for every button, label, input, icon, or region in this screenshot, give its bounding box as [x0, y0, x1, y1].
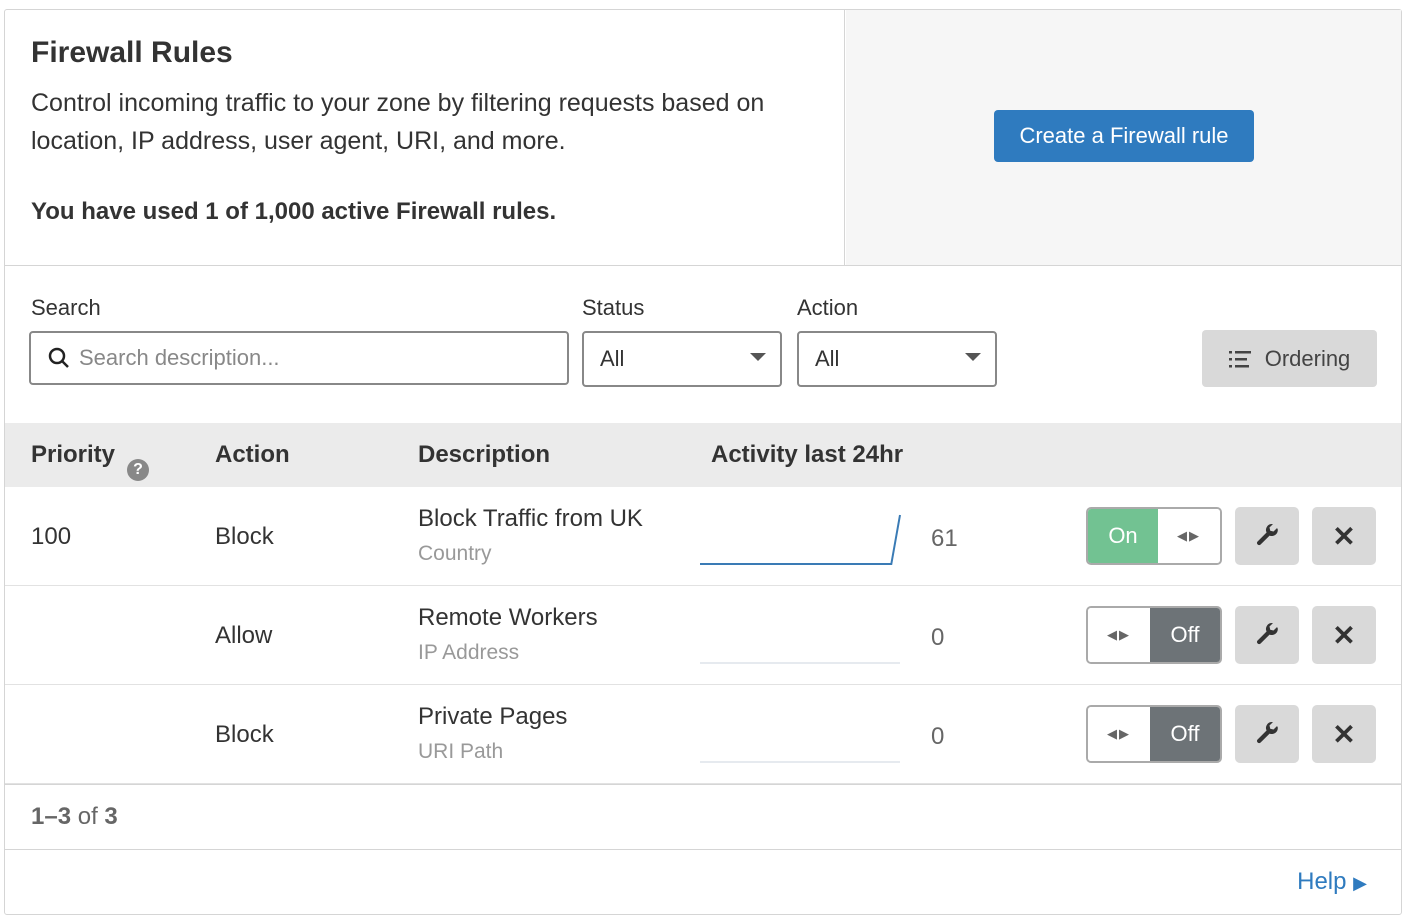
close-icon: ✕ [1332, 520, 1356, 552]
edit-button[interactable] [1235, 507, 1299, 565]
delete-button[interactable]: ✕ [1312, 606, 1376, 664]
caret-right-icon: ▶ [1353, 873, 1367, 893]
close-icon: ✕ [1332, 619, 1356, 651]
header-info: Firewall Rules Control incoming traffic … [5, 10, 845, 265]
rule-action: Block [215, 523, 274, 550]
ordering-label: Ordering [1264, 345, 1351, 371]
toggle-knob-icon: ◀▶ [1088, 608, 1150, 662]
toggle-knob-icon: ◀▶ [1158, 509, 1220, 563]
help-link[interactable]: Help ▶ [1297, 868, 1367, 896]
rule-action: Block [215, 721, 274, 748]
rule-priority: 100 [31, 523, 72, 550]
rule-action: Allow [215, 622, 273, 649]
activity-count: 61 [931, 525, 958, 552]
status-select[interactable]: All [582, 331, 782, 387]
page-of: of [77, 803, 98, 830]
rule-description: Remote Workers [418, 604, 598, 631]
toggle-state: Off [1150, 608, 1220, 662]
wrench-icon [1257, 523, 1278, 546]
list-icon [1228, 350, 1251, 367]
search-icon [48, 347, 69, 368]
rule-toggle[interactable]: ◀▶ Off [1086, 705, 1222, 763]
create-rule-button[interactable]: Create a Firewall rule [994, 110, 1254, 162]
page-title: Firewall Rules [31, 36, 233, 69]
delete-button[interactable]: ✕ [1312, 705, 1376, 763]
search-placeholder: Search description... [79, 345, 280, 370]
toggle-state: Off [1150, 707, 1220, 761]
toggle-state: On [1088, 509, 1158, 563]
delete-button[interactable]: ✕ [1312, 507, 1376, 565]
rule-type: Country [418, 542, 492, 565]
pagination: 1–3 of 3 [5, 784, 1401, 850]
column-activity: Activity last 24hr [711, 441, 904, 468]
table-row: Block Private Pages URI Path 0 ◀▶ Off ✕ [5, 685, 1401, 784]
action-value: All [815, 346, 840, 371]
help-icon[interactable]: ? [127, 459, 150, 481]
rule-toggle[interactable]: ◀▶ Off [1086, 606, 1222, 664]
search-label: Search [31, 295, 101, 320]
page-range: 1–3 [31, 803, 72, 830]
rule-description: Block Traffic from UK [418, 505, 643, 532]
chevron-down-icon [750, 353, 766, 361]
column-label: Priority [31, 441, 116, 468]
status-value: All [600, 346, 625, 371]
page-description: Control incoming traffic to your zone by… [31, 89, 765, 155]
chevron-down-icon [965, 353, 981, 361]
wrench-icon [1257, 721, 1278, 744]
toggle-knob-icon: ◀▶ [1088, 707, 1150, 761]
action-select[interactable]: All [797, 331, 997, 387]
usage-text: You have used 1 of 1,000 active Firewall… [31, 198, 557, 225]
rule-description: Private Pages [418, 703, 568, 730]
status-label: Status [582, 295, 645, 320]
search-input[interactable]: Search description... [29, 331, 569, 385]
edit-button[interactable] [1235, 606, 1299, 664]
table-header: Priority? Action Description Activity la… [5, 423, 1401, 487]
rule-type: IP Address [418, 641, 520, 664]
activity-count: 0 [931, 624, 945, 651]
ordering-button[interactable]: Ordering [1202, 330, 1377, 387]
header-section: Firewall Rules Control incoming traffic … [5, 10, 1401, 266]
column-priority[interactable]: Priority? [31, 441, 150, 481]
table-row: Allow Remote Workers IP Address 0 ◀▶ Off … [5, 586, 1401, 685]
activity-line [700, 514, 901, 565]
close-icon: ✕ [1332, 718, 1356, 750]
action-label: Action [797, 295, 859, 320]
page-total: 3 [104, 803, 118, 830]
activity-sparkline [700, 761, 900, 763]
activity-sparkline [700, 514, 901, 565]
activity-count: 0 [931, 723, 945, 750]
firewall-rules-card: Firewall Rules Control incoming traffic … [4, 9, 1402, 915]
activity-sparkline [700, 662, 900, 664]
column-description: Description [418, 441, 551, 468]
wrench-icon [1257, 622, 1278, 645]
header-actions: Create a Firewall rule [846, 10, 1401, 265]
column-action: Action [215, 441, 290, 468]
rule-type: URI Path [418, 740, 504, 763]
table-row: 100 Block Block Traffic from UK Country … [5, 487, 1401, 586]
help-label: Help [1297, 868, 1347, 895]
edit-button[interactable] [1235, 705, 1299, 763]
rule-toggle[interactable]: On ◀▶ [1086, 507, 1222, 565]
